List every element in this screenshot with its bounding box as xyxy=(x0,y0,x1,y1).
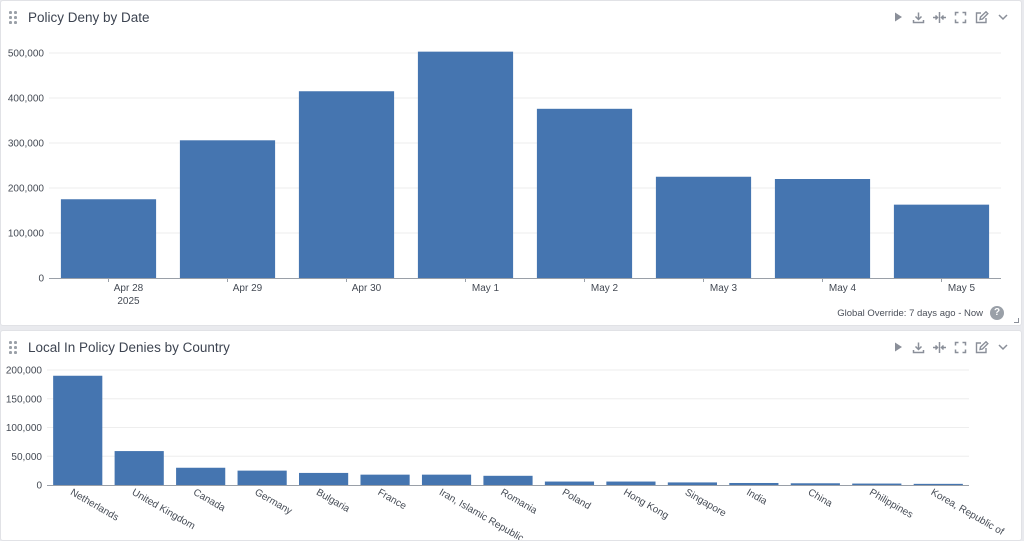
download-icon[interactable] xyxy=(910,7,927,27)
bar xyxy=(544,481,595,485)
bar xyxy=(729,482,779,485)
play-icon[interactable] xyxy=(889,7,906,27)
bar xyxy=(655,176,752,278)
bar xyxy=(417,51,514,279)
bar xyxy=(483,475,533,485)
y-tick-label: 500,000 xyxy=(8,49,45,60)
y-tick-label: 200,000 xyxy=(6,366,43,377)
chevron-down-icon[interactable] xyxy=(994,337,1011,357)
panel-toolbar xyxy=(889,337,1011,357)
policy-deny-by-date-chart: 0 100,000 200,000 300,000 400,000 500,000 Apr … xyxy=(8,49,1001,307)
bar xyxy=(852,483,902,485)
x-tick-label: Apr 28 xyxy=(114,283,144,294)
y-tick-label: 400,000 xyxy=(8,94,45,105)
download-icon[interactable] xyxy=(910,337,927,357)
bar xyxy=(53,375,103,485)
bar xyxy=(667,482,717,485)
bar xyxy=(176,467,226,485)
bar xyxy=(421,474,472,485)
x-tick-label: Romania xyxy=(499,487,540,517)
x-tick-label: France xyxy=(376,487,409,512)
x-tick-label: Hong Kong xyxy=(621,487,670,522)
drag-handle-icon[interactable] xyxy=(9,341,19,355)
x-tick-label: China xyxy=(806,487,835,510)
x-tick-label: Germany xyxy=(253,487,294,517)
column-split-icon[interactable] xyxy=(931,7,948,27)
column-split-icon[interactable] xyxy=(931,337,948,357)
x-tick-label: Singapore xyxy=(683,487,728,520)
x-tick-label: May 5 xyxy=(948,283,976,294)
play-icon[interactable] xyxy=(889,337,906,357)
policy-denies-by-country-chart: 0 50,000 100,000 150,000 200,000 Netherlands U… xyxy=(6,366,1006,541)
bar xyxy=(60,199,157,278)
bar xyxy=(536,108,633,278)
bar xyxy=(913,483,963,485)
x-tick-label: Philippines xyxy=(867,487,914,521)
x-tick-label: May 1 xyxy=(472,283,500,294)
bar xyxy=(790,483,840,485)
y-tick-label: 200,000 xyxy=(8,184,45,195)
y-tick-label: 100,000 xyxy=(6,423,43,434)
policy-denies-by-country-panel: Local In Policy Denies by Country 0 50,00… xyxy=(0,330,1022,541)
x-tick-label: May 4 xyxy=(829,283,857,294)
y-tick-label: 300,000 xyxy=(8,139,45,150)
x-tick-label: Poland xyxy=(560,487,592,512)
x-tick-label: India xyxy=(744,487,769,508)
bar xyxy=(606,481,656,485)
help-icon[interactable]: ? xyxy=(990,306,1004,320)
x-tick-label: May 3 xyxy=(710,283,738,294)
x-tick-label: Korea, Republic of xyxy=(929,487,1006,538)
panel-title: Local In Policy Denies by Country xyxy=(28,340,230,355)
bar xyxy=(774,179,871,278)
panel-toolbar xyxy=(889,7,1011,27)
bar xyxy=(114,451,164,485)
y-tick-label: 50,000 xyxy=(11,452,42,463)
bar xyxy=(893,204,990,278)
bar xyxy=(298,91,395,278)
bar xyxy=(237,470,287,485)
fullscreen-icon[interactable] xyxy=(952,337,969,357)
resize-handle-icon[interactable] xyxy=(1014,318,1019,323)
y-tick-label: 0 xyxy=(36,481,42,492)
bar xyxy=(360,474,410,485)
panel-title: Policy Deny by Date xyxy=(28,10,150,25)
x-tick-label: United Kingdom xyxy=(130,487,197,532)
panel-header: Policy Deny by Date xyxy=(1,1,1021,33)
bar xyxy=(299,472,349,485)
y-tick-label: 150,000 xyxy=(6,394,43,405)
drag-handle-icon[interactable] xyxy=(9,11,19,25)
x-tick-label: Apr 30 xyxy=(352,283,382,294)
policy-deny-by-date-panel: Policy Deny by Date 0 100,000 200,000 300,0… xyxy=(0,0,1022,326)
chevron-down-icon[interactable] xyxy=(994,7,1011,27)
y-tick-label: 100,000 xyxy=(8,229,45,240)
fullscreen-icon[interactable] xyxy=(952,7,969,27)
x-tick-sublabel: 2025 xyxy=(117,296,140,307)
x-tick-label: Canada xyxy=(191,487,227,514)
global-override-note: Global Override: 7 days ago - Now xyxy=(837,308,983,319)
x-tick-label: Netherlands xyxy=(68,487,120,523)
edit-icon[interactable] xyxy=(973,337,990,357)
y-tick-label: 0 xyxy=(38,274,44,285)
x-tick-label: May 2 xyxy=(591,283,619,294)
x-tick-label: Bulgaria xyxy=(314,487,352,515)
bar xyxy=(179,140,276,278)
panel-header: Local In Policy Denies by Country xyxy=(1,331,1021,363)
x-tick-label: Apr 29 xyxy=(233,283,263,294)
edit-icon[interactable] xyxy=(973,7,990,27)
